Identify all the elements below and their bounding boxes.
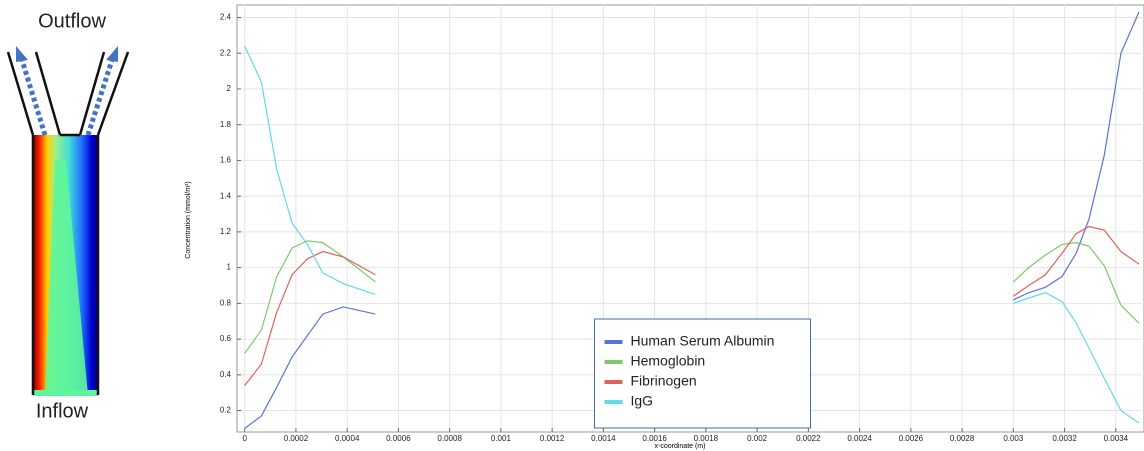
y-tick-label: 1.4: [220, 191, 232, 200]
y-axis-label: Concentration (mmol/m³): [185, 181, 192, 258]
y-tick-label: 1.8: [220, 120, 232, 129]
x-tick-label: 0.0028: [950, 434, 975, 443]
x-tick-label: 0.0018: [694, 434, 719, 443]
y-tick-label: 2.4: [220, 13, 232, 22]
y-tick-label: 1.6: [220, 156, 232, 165]
x-tick-label: 0.0022: [796, 434, 821, 443]
x-axis-label: x-coordinate (m): [655, 443, 706, 450]
legend-label: Human Serum Albumin: [631, 333, 775, 349]
x-tick-label: 0.0026: [899, 434, 924, 443]
x-tick-label: 0.0002: [284, 434, 309, 443]
y-tick-label: 2.2: [220, 48, 232, 57]
legend-label: IgG: [631, 393, 654, 409]
x-tick-label: 0.003: [1003, 434, 1024, 443]
x-tick-label: 0.0016: [642, 434, 667, 443]
y-tick-label: 0.4: [220, 370, 232, 379]
x-tick-label: 0.0014: [591, 434, 616, 443]
y-tick-label: 0.6: [220, 334, 232, 343]
x-tick-label: 0.0032: [1052, 434, 1077, 443]
x-tick-label: 0.001: [491, 434, 512, 443]
x-tick-label: 0.0006: [386, 434, 411, 443]
legend-label: Hemoglobin: [631, 353, 706, 369]
legend: Human Serum Albumin Hemoglobin Fibrinogen I…: [595, 319, 811, 428]
x-tick-label: 0.002: [747, 434, 768, 443]
y-tick-label: 1: [227, 263, 232, 272]
x-tick-label: 0.0012: [540, 434, 565, 443]
inlet: [33, 390, 98, 396]
y-tick-label: 2: [227, 84, 232, 93]
page: Outflow Inflow Concentration (mmol/m³) x…: [0, 0, 1144, 451]
figure: Outflow Inflow Concentration (mmol/m³) x…: [0, 0, 1144, 451]
y-tick-label: 0.2: [220, 406, 232, 415]
x-tick-label: 0: [242, 434, 247, 443]
flow-diagram: Outflow Inflow: [8, 10, 128, 422]
x-tick-label: 0.0008: [437, 434, 462, 443]
outflow-label: Outflow: [38, 10, 106, 32]
inflow-label: Inflow: [36, 400, 89, 422]
y-tick-label: 0.8: [220, 298, 232, 307]
arrow-head: [106, 46, 118, 62]
x-tick-label: 0.0004: [335, 434, 360, 443]
arrow-head: [16, 46, 28, 62]
x-tick-label: 0.0024: [847, 434, 872, 443]
x-tick-label: 0.0034: [1104, 434, 1129, 443]
y-tick-label: 1.2: [220, 227, 232, 236]
legend-label: Fibrinogen: [631, 373, 697, 389]
